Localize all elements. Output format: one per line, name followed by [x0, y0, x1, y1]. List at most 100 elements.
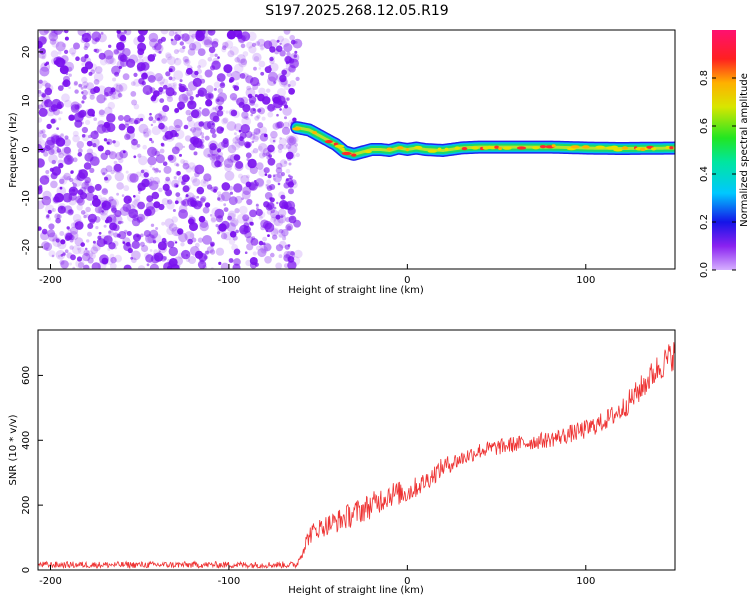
noise-speckle — [45, 247, 49, 251]
noise-speckle — [278, 77, 289, 88]
noise-speckle — [178, 93, 189, 104]
noise-speckle — [245, 87, 256, 98]
noise-speckle — [210, 215, 218, 222]
noise-speckle — [255, 178, 264, 187]
noise-speckle — [74, 104, 80, 110]
noise-speckle — [272, 227, 279, 234]
noise-speckle — [179, 41, 184, 46]
noise-speckle — [190, 126, 197, 133]
signal-peak — [665, 145, 671, 150]
noise-speckle — [235, 229, 239, 234]
noise-speckle — [288, 134, 299, 145]
noise-speckle — [108, 230, 114, 237]
noise-speckle — [272, 234, 278, 240]
noise-speckle — [221, 220, 230, 230]
noise-speckle — [254, 94, 258, 98]
noise-speckle — [209, 154, 216, 161]
noise-speckle — [143, 230, 151, 237]
noise-speckle — [125, 170, 129, 174]
noise-speckle — [216, 126, 224, 134]
signal-peak — [312, 131, 317, 135]
noise-speckle — [284, 116, 287, 120]
noise-speckle — [137, 153, 142, 158]
noise-speckle — [38, 79, 43, 84]
noise-speckle — [280, 205, 284, 209]
noise-speckle — [162, 78, 169, 85]
noise-speckle — [96, 194, 102, 200]
noise-speckle — [257, 122, 264, 129]
noise-speckle — [141, 213, 149, 220]
noise-speckle — [245, 75, 254, 84]
noise-speckle — [283, 201, 292, 211]
noise-speckle — [249, 209, 257, 218]
noise-speckle — [243, 115, 248, 120]
noise-speckle — [209, 249, 216, 255]
noise-speckle — [211, 60, 221, 70]
noise-speckle — [286, 51, 291, 57]
noise-speckle — [55, 137, 66, 147]
noise-speckle — [186, 89, 193, 97]
signal-peak — [471, 146, 480, 150]
spectrogram-y-label: Frequency (Hz) — [8, 112, 19, 188]
noise-speckle — [252, 251, 257, 256]
noise-speckle — [41, 55, 46, 60]
noise-speckle — [227, 50, 235, 58]
noise-speckle — [167, 259, 171, 263]
noise-speckle — [38, 104, 43, 110]
noise-speckle — [227, 144, 237, 154]
noise-speckle — [211, 41, 219, 48]
noise-speckle — [149, 181, 154, 187]
noise-speckle — [286, 135, 297, 146]
noise-speckle — [231, 70, 241, 81]
noise-speckle — [145, 206, 156, 216]
noise-speckle — [261, 242, 272, 253]
noise-speckle — [136, 143, 141, 148]
noise-speckle — [168, 154, 177, 163]
noise-speckle — [241, 190, 251, 200]
noise-speckle — [55, 41, 66, 52]
noise-speckle — [50, 118, 56, 124]
noise-speckle — [234, 57, 240, 63]
noise-speckle — [161, 221, 166, 226]
noise-speckle — [178, 83, 187, 93]
noise-speckle — [91, 262, 101, 269]
noise-speckle — [184, 194, 192, 202]
noise-speckle — [89, 252, 96, 260]
noise-speckle — [91, 38, 98, 45]
snr-panel: -200 -100 0 100 0 200 400 600 Height of straig… — [8, 329, 676, 596]
noise-speckle — [66, 176, 72, 181]
noise-speckle — [199, 107, 202, 110]
noise-speckle — [124, 30, 132, 36]
noise-speckle — [215, 247, 225, 256]
noise-speckle — [72, 213, 82, 223]
noise-speckle — [126, 125, 135, 134]
noise-speckle — [199, 144, 205, 150]
snr-frame — [37, 329, 676, 571]
noise-speckle — [249, 261, 257, 269]
noise-speckle — [252, 148, 259, 154]
noise-speckle — [68, 86, 71, 89]
noise-speckle — [250, 113, 253, 117]
noise-speckle — [241, 111, 249, 119]
noise-speckle — [97, 33, 107, 43]
noise-speckle — [151, 94, 157, 100]
noise-speckle — [235, 135, 241, 141]
noise-speckle — [280, 194, 286, 200]
noise-speckle — [279, 159, 288, 168]
noise-speckle — [240, 43, 246, 49]
noise-speckle — [255, 162, 264, 170]
noise-speckle — [82, 81, 89, 88]
noise-speckle — [221, 47, 227, 53]
signal-peak — [502, 146, 512, 150]
noise-speckle — [106, 141, 110, 145]
noise-speckle — [242, 104, 251, 113]
noise-speckle — [112, 224, 120, 232]
noise-speckle — [89, 94, 95, 100]
noise-speckle — [89, 203, 93, 206]
noise-speckle — [186, 67, 193, 75]
noise-speckle — [277, 143, 284, 150]
noise-speckle — [54, 192, 64, 203]
noise-speckle — [162, 161, 168, 166]
noise-speckle — [177, 101, 185, 110]
noise-speckle — [219, 82, 226, 89]
